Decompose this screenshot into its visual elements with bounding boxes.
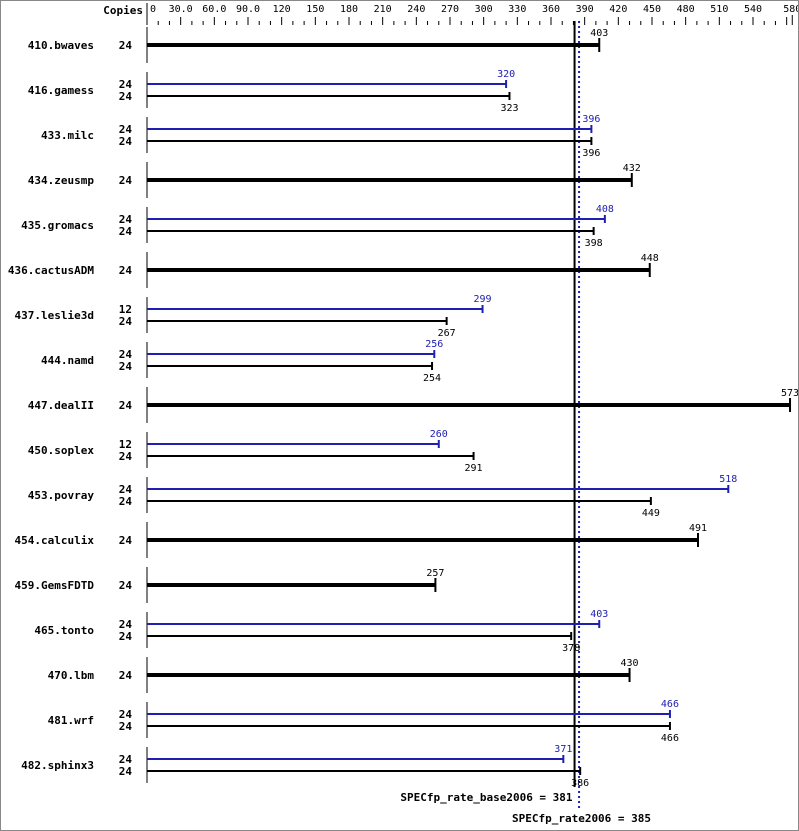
benchmark-name: 465.tonto: [34, 624, 94, 637]
base-value: 573: [781, 388, 798, 399]
base-copies: 24: [119, 534, 133, 547]
benchmark-name: 453.povray: [28, 489, 95, 502]
base-copies: 24: [119, 39, 133, 52]
tick-label: 60.0: [202, 4, 226, 15]
benchmark-name: 482.sphinx3: [21, 759, 94, 772]
peak-value: 403: [590, 609, 608, 620]
peak-value: 466: [661, 699, 679, 710]
tick-label: 450: [643, 4, 661, 15]
tick-label: 30.0: [169, 4, 193, 15]
benchmark-name: 447.dealII: [28, 399, 94, 412]
base-value: 430: [621, 658, 639, 669]
benchmark-name: 436.cactusADM: [8, 264, 94, 277]
peak-value: 518: [719, 474, 737, 485]
peak-copies: 24: [119, 78, 133, 91]
base-value: 267: [438, 328, 456, 339]
tick-label: 270: [441, 4, 459, 15]
peak-copies: 12: [119, 438, 132, 451]
base-copies: 24: [119, 264, 133, 277]
tick-label: 120: [273, 4, 291, 15]
tick-label: 360: [542, 4, 560, 15]
base-value: 449: [642, 508, 660, 519]
tick-label: 180: [340, 4, 358, 15]
copies-header: Copies: [103, 4, 143, 17]
base-value: 396: [582, 148, 600, 159]
base-copies: 24: [119, 315, 133, 328]
peak-copies: 24: [119, 483, 133, 496]
peak-copies: 24: [119, 618, 133, 631]
base-copies: 24: [119, 174, 133, 187]
peak-copies: 24: [119, 708, 133, 721]
benchmark-name: 416.gamess: [28, 84, 94, 97]
base-value: 448: [641, 253, 659, 264]
benchmark-name: 437.leslie3d: [15, 309, 94, 322]
benchmark-name: 410.bwaves: [28, 39, 94, 52]
benchmark-name: 444.namd: [41, 354, 94, 367]
base-copies: 24: [119, 765, 133, 778]
benchmark-name: 470.lbm: [48, 669, 95, 682]
tick-label: 90.0: [236, 4, 260, 15]
base-copies: 24: [119, 630, 133, 643]
tick-label: 300: [475, 4, 493, 15]
peak-value: 299: [474, 294, 492, 305]
benchmark-name: 434.zeusmp: [28, 174, 95, 187]
tick-label: 540: [744, 4, 762, 15]
benchmark-name: 435.gromacs: [21, 219, 94, 232]
benchmark-name: 450.soplex: [28, 444, 95, 457]
base-value: 323: [500, 103, 518, 114]
tick-label: 210: [374, 4, 392, 15]
benchmark-name: 459.GemsFDTD: [15, 579, 95, 592]
peak-value: 371: [554, 744, 572, 755]
peak-copies: 24: [119, 348, 133, 361]
tick-label: 390: [576, 4, 594, 15]
benchmark-name: 481.wrf: [48, 714, 94, 727]
peak-value: 320: [497, 69, 515, 80]
base-value: 398: [585, 238, 603, 249]
base-copies: 24: [119, 360, 133, 373]
peak-value: 408: [596, 204, 614, 215]
base-copies: 24: [119, 399, 133, 412]
base-value: 386: [571, 778, 589, 789]
base-score-label: SPECfp_rate_base2006 = 381: [400, 791, 573, 804]
base-copies: 24: [119, 495, 133, 508]
tick-label: 240: [407, 4, 425, 15]
base-value: 378: [562, 643, 580, 654]
tick-label: 480: [677, 4, 695, 15]
tick-label: 330: [508, 4, 526, 15]
peak-score-label: SPECfp_rate2006 = 385: [512, 812, 651, 825]
base-copies: 24: [119, 669, 133, 682]
tick-label: 420: [609, 4, 627, 15]
peak-copies: 24: [119, 753, 133, 766]
base-value: 432: [623, 163, 641, 174]
base-value: 491: [689, 523, 707, 534]
tick-label: 150: [306, 4, 324, 15]
base-copies: 24: [119, 90, 133, 103]
base-value: 257: [426, 568, 444, 579]
base-copies: 24: [119, 450, 133, 463]
base-value: 254: [423, 373, 441, 384]
base-copies: 24: [119, 579, 133, 592]
peak-value: 256: [425, 339, 443, 350]
tick-label: 580: [783, 4, 798, 15]
peak-copies: 12: [119, 303, 132, 316]
peak-value: 396: [582, 114, 600, 125]
peak-copies: 24: [119, 123, 133, 136]
base-value: 466: [661, 733, 679, 744]
base-copies: 24: [119, 720, 133, 733]
peak-copies: 24: [119, 213, 133, 226]
base-value: 403: [590, 28, 608, 39]
benchmark-name: 454.calculix: [15, 534, 95, 547]
tick-label: 510: [710, 4, 728, 15]
tick-label: 0: [150, 4, 156, 15]
peak-value: 260: [430, 429, 448, 440]
base-copies: 24: [119, 225, 133, 238]
base-value: 291: [465, 463, 483, 474]
benchmark-name: 433.milc: [41, 129, 94, 142]
base-copies: 24: [119, 135, 133, 148]
